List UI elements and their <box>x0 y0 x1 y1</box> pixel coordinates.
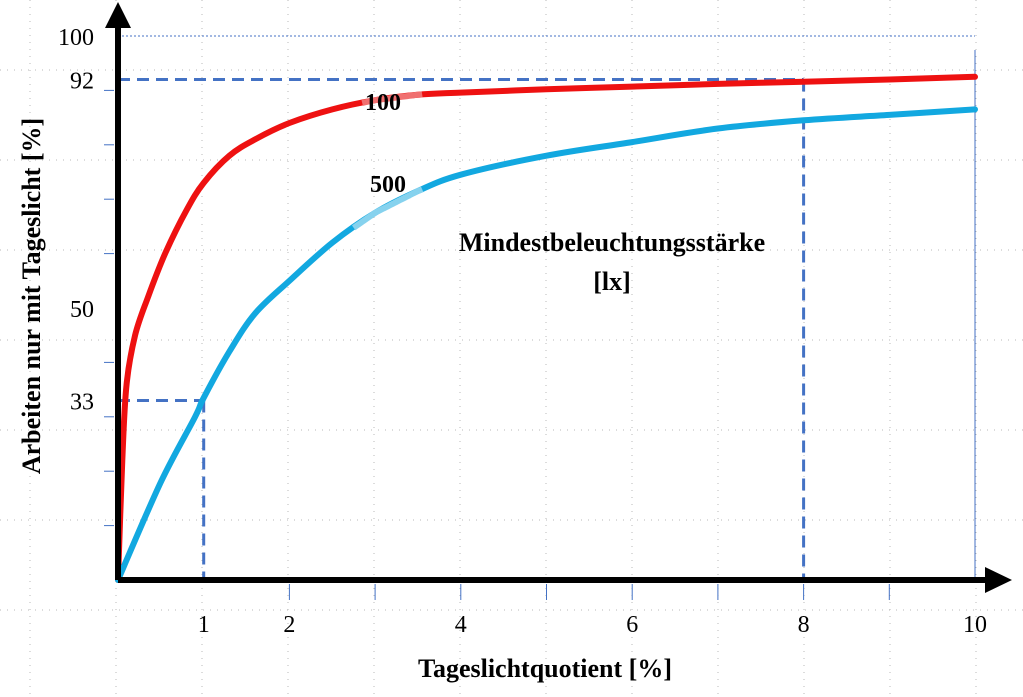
x-tick-label: 6 <box>626 612 638 638</box>
annotation-title: Mindestbeleuchtungsstärke <box>459 228 765 257</box>
y-tick-label: 92 <box>70 69 94 95</box>
x-tick-label: 8 <box>798 612 810 638</box>
tick-labels: 1 2 4 6 8 10 33 50 92 100 <box>58 25 987 638</box>
series-lines <box>115 73 978 583</box>
axes <box>104 2 1012 600</box>
annotation-unit: [lx] <box>593 267 631 296</box>
x-axis-arrow-icon <box>985 567 1012 593</box>
x-tick-label: 1 <box>198 612 210 638</box>
y-tick-label: 50 <box>70 297 94 323</box>
series-line-100 <box>115 73 978 583</box>
x-tick-label: 4 <box>455 612 467 638</box>
y-axis-title: Arbeiten nur mit Tageslicht [%] <box>17 118 46 474</box>
x-axis-title: Tageslichtquotient [%] <box>418 654 672 683</box>
series-label-500: 500 <box>370 172 406 198</box>
series-highlight-500 <box>351 186 424 231</box>
y-tick-label: 100 <box>58 25 94 51</box>
x-tick-label: 2 <box>283 612 295 638</box>
y-tick-label: 33 <box>70 389 94 415</box>
series-label-100: 100 <box>365 90 401 116</box>
series-highlight-100 <box>361 91 423 106</box>
series-line-500 <box>115 106 978 583</box>
x-tick-label: 10 <box>963 612 987 638</box>
reference-lines <box>118 78 806 580</box>
y-axis-arrow-icon <box>105 2 131 28</box>
